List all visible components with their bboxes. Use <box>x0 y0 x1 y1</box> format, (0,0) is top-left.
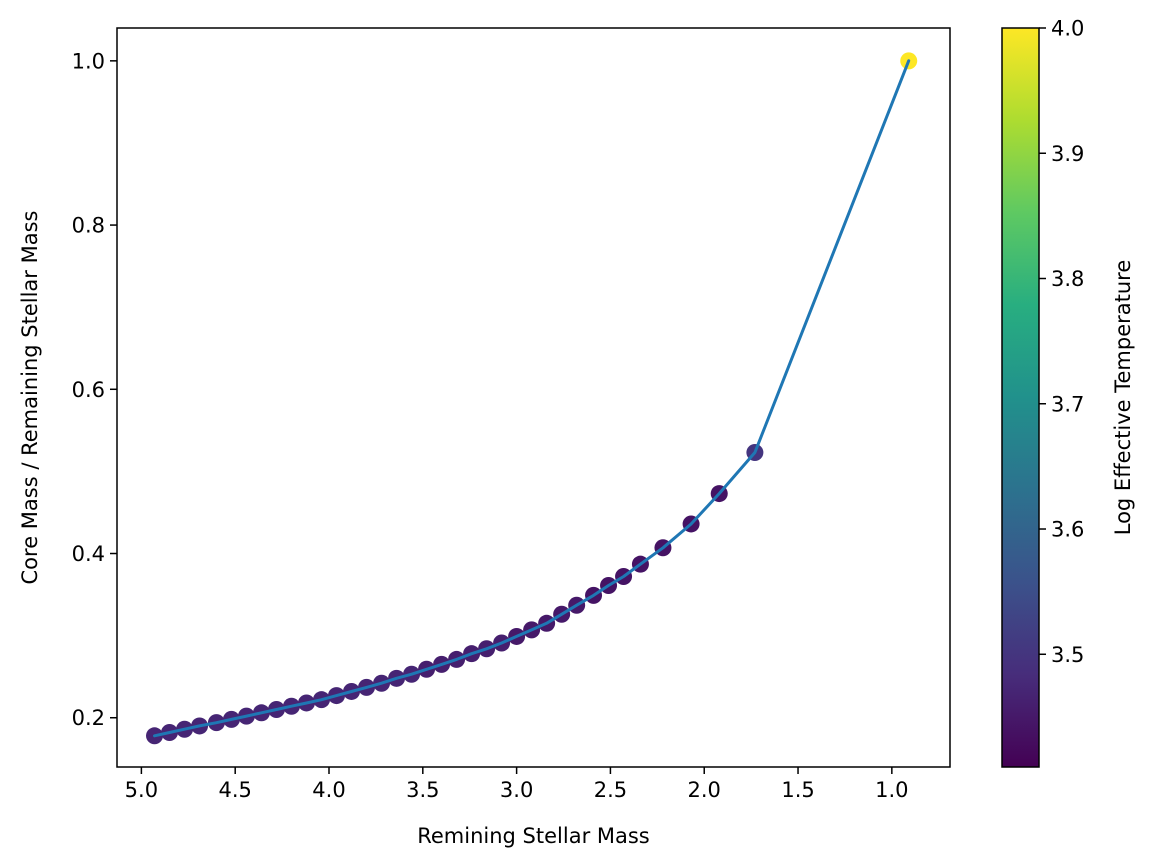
colorbar-ticks: 3.5 3.6 3.7 3.8 3.9 4.0 <box>1039 17 1084 667</box>
x-tick-label-4: 3.0 <box>500 778 533 802</box>
colorbar-tick-label-5: 4.0 <box>1051 17 1084 41</box>
colorbar-tick-label-3: 3.8 <box>1051 267 1084 291</box>
y-tick-label-3: 0.8 <box>72 214 105 238</box>
colorbar-tick-label-2: 3.7 <box>1051 392 1084 416</box>
x-tick-label-6: 2.0 <box>688 778 721 802</box>
x-axis-label: Remining Stellar Mass <box>417 824 650 848</box>
colorbar-gradient <box>1002 28 1039 767</box>
x-tick-label-3: 3.5 <box>406 778 439 802</box>
colorbar-tick-label-4: 3.9 <box>1051 142 1084 166</box>
plot-background <box>117 28 950 767</box>
y-tick-label-0: 0.2 <box>72 706 105 730</box>
x-tick-label-1: 4.5 <box>218 778 251 802</box>
plot-frame <box>116 27 951 768</box>
colorbar: 3.5 3.6 3.7 3.8 3.9 4.0 Log Effective Tempera… <box>1001 17 1135 768</box>
colorbar-tick-label-1: 3.6 <box>1051 518 1084 542</box>
y-tick-label-4: 1.0 <box>72 49 105 73</box>
x-tick-label-8: 1.0 <box>875 778 908 802</box>
y-tick-label-1: 0.4 <box>72 542 105 566</box>
x-tick-label-7: 1.5 <box>781 778 814 802</box>
colorbar-tick-label-0: 3.5 <box>1051 643 1084 667</box>
y-tick-label-2: 0.6 <box>72 378 105 402</box>
plot-area <box>116 27 951 768</box>
series-layer <box>146 52 918 745</box>
y-axis-label: Core Mass / Remaining Stellar Mass <box>18 211 42 585</box>
x-axis: 5.0 4.5 4.0 3.5 3.0 2.5 2.0 1.5 1.0 <box>125 767 909 802</box>
y-axis: 0.2 0.4 0.6 0.8 1.0 <box>72 49 117 730</box>
colorbar-frame <box>1001 27 1040 768</box>
colorbar-label: Log Effective Temperature <box>1111 260 1135 536</box>
x-tick-label-5: 2.5 <box>594 778 627 802</box>
x-tick-label-2: 4.0 <box>312 778 345 802</box>
series-line <box>153 59 911 738</box>
x-tick-label-0: 5.0 <box>125 778 158 802</box>
